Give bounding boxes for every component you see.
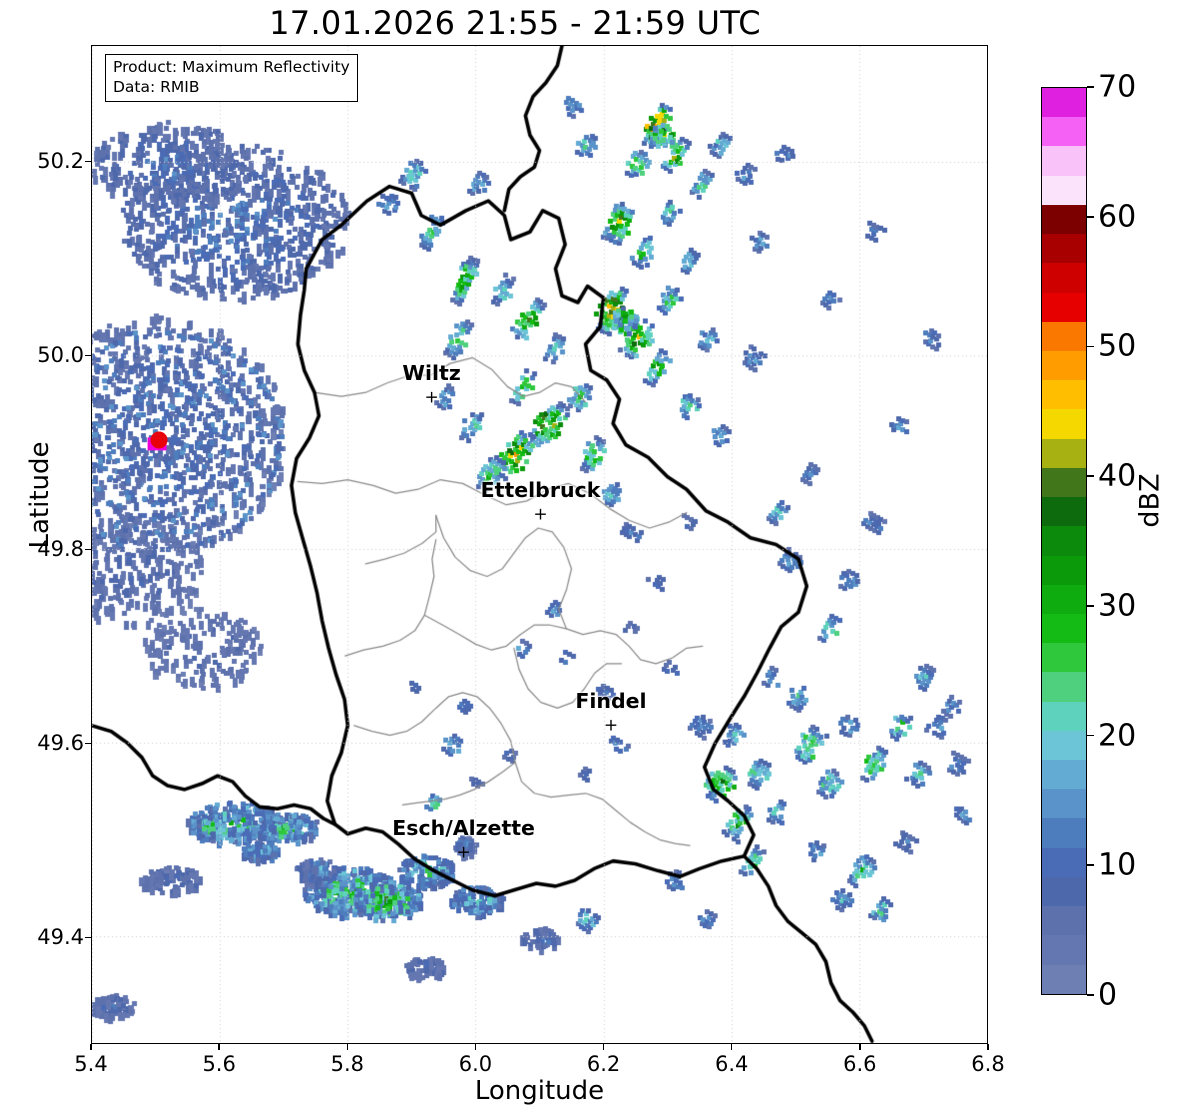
colorbar-segment bbox=[1042, 380, 1086, 410]
colorbar-tick-label: 60 bbox=[1098, 199, 1137, 235]
colorbar-segment bbox=[1042, 204, 1086, 235]
x-tick-label: 6.0 bbox=[458, 1052, 493, 1076]
colorbar bbox=[1041, 87, 1087, 995]
colorbar-segment bbox=[1042, 760, 1086, 790]
colorbar-tick bbox=[1087, 475, 1094, 477]
colorbar-segment bbox=[1042, 350, 1086, 381]
colorbar-segment bbox=[1042, 730, 1086, 761]
colorbar-segment bbox=[1042, 292, 1086, 322]
x-tick-label: 6.8 bbox=[971, 1052, 1005, 1076]
colorbar-segment bbox=[1042, 467, 1086, 498]
colorbar-segment bbox=[1042, 234, 1086, 264]
city-marker-ettelbruck: + bbox=[533, 504, 548, 525]
page-title: 17.01.2026 21:55 - 21:59 UTC bbox=[269, 4, 761, 42]
x-axis-label: Longitude bbox=[474, 1076, 605, 1106]
colorbar-segment bbox=[1042, 263, 1086, 293]
colorbar-tick bbox=[1087, 994, 1094, 996]
y-tick bbox=[85, 936, 91, 938]
x-tick-label: 6.4 bbox=[715, 1052, 749, 1076]
radar-map-plot[interactable]: Product: Maximum Reflectivity Data: RMIB… bbox=[91, 45, 988, 1044]
radar-reflectivity-canvas bbox=[92, 46, 987, 1043]
y-tick bbox=[85, 354, 91, 357]
y-tick-label: 50.2 bbox=[37, 149, 84, 174]
colorbar-segment bbox=[1042, 818, 1086, 848]
colorbar-segment bbox=[1042, 438, 1086, 468]
y-tick-label: 49.4 bbox=[37, 925, 84, 950]
colorbar-segment bbox=[1042, 88, 1086, 118]
colorbar-tick bbox=[1087, 86, 1094, 88]
product-info-box: Product: Maximum Reflectivity Data: RMIB bbox=[105, 54, 358, 103]
colorbar-segment bbox=[1042, 613, 1086, 644]
colorbar-segment bbox=[1042, 906, 1086, 936]
colorbar-tick-label: 50 bbox=[1098, 328, 1137, 364]
city-label-wiltz: Wiltz bbox=[402, 361, 461, 386]
colorbar-segment bbox=[1042, 584, 1086, 614]
colorbar-tick-label: 20 bbox=[1098, 718, 1137, 754]
x-tick bbox=[474, 1044, 477, 1050]
colorbar-segment bbox=[1042, 117, 1086, 147]
colorbar-segment bbox=[1042, 555, 1086, 585]
y-tick-label: 49.6 bbox=[37, 731, 84, 756]
x-tick-label: 6.6 bbox=[843, 1052, 877, 1076]
colorbar-tick-label: 70 bbox=[1098, 69, 1137, 105]
colorbar-tick bbox=[1087, 734, 1094, 737]
colorbar-segment bbox=[1042, 643, 1086, 673]
x-tick bbox=[90, 1044, 92, 1050]
city-marker-esch-alzette: + bbox=[456, 842, 471, 863]
y-tick bbox=[85, 742, 91, 745]
colorbar-tick bbox=[1087, 345, 1094, 348]
colorbar-segment bbox=[1042, 146, 1086, 176]
y-axis-label: Latitude bbox=[25, 441, 55, 549]
colorbar-tick-label: 10 bbox=[1098, 847, 1137, 883]
colorbar-segment bbox=[1042, 409, 1086, 439]
data-source-line: Data: RMIB bbox=[113, 77, 200, 96]
colorbar-segment bbox=[1042, 789, 1086, 819]
colorbar-segment bbox=[1042, 497, 1086, 527]
y-tick-label: 49.8 bbox=[37, 537, 84, 562]
y-tick bbox=[85, 160, 91, 163]
x-tick bbox=[346, 1044, 348, 1050]
x-tick-label: 5.6 bbox=[202, 1052, 236, 1076]
colorbar-segment bbox=[1042, 964, 1086, 994]
x-tick bbox=[987, 1044, 989, 1050]
city-label-esch-alzette: Esch/Alzette bbox=[392, 816, 535, 841]
colorbar-tick bbox=[1087, 864, 1094, 867]
y-tick bbox=[85, 548, 91, 551]
x-tick-label: 6.2 bbox=[586, 1052, 621, 1076]
colorbar-tick bbox=[1087, 605, 1094, 607]
x-tick bbox=[731, 1044, 733, 1050]
colorbar-tick-label: 40 bbox=[1098, 458, 1137, 494]
x-tick bbox=[859, 1044, 861, 1050]
y-tick-label: 50.0 bbox=[37, 343, 84, 368]
colorbar-tick bbox=[1087, 215, 1094, 218]
x-tick bbox=[218, 1044, 220, 1050]
x-tick-label: 5.8 bbox=[330, 1052, 364, 1076]
x-tick-label: 5.4 bbox=[74, 1052, 108, 1076]
colorbar-segment bbox=[1042, 175, 1086, 205]
city-label-ettelbruck: Ettelbruck bbox=[480, 477, 601, 502]
colorbar-segment bbox=[1042, 847, 1086, 877]
colorbar-segment bbox=[1042, 526, 1086, 556]
y-axis-ticks: 49.4 49.6 49.8 50.0 50.2 bbox=[0, 0, 84, 1117]
colorbar-segment bbox=[1042, 672, 1086, 702]
colorbar-segment bbox=[1042, 321, 1086, 351]
colorbar-segment bbox=[1042, 701, 1086, 731]
colorbar-tick-label: 0 bbox=[1098, 977, 1118, 1013]
product-line: Product: Maximum Reflectivity bbox=[113, 58, 350, 76]
radar-site-marker[interactable] bbox=[150, 431, 168, 449]
city-marker-findel: + bbox=[603, 715, 619, 736]
colorbar-tick-label: 30 bbox=[1098, 588, 1137, 624]
city-marker-wiltz: + bbox=[424, 387, 439, 408]
colorbar-segment bbox=[1042, 876, 1086, 907]
colorbar-label: dBZ bbox=[1134, 473, 1166, 528]
city-label-findel: Findel bbox=[575, 689, 647, 714]
x-tick bbox=[602, 1044, 605, 1050]
colorbar-segment bbox=[1042, 935, 1086, 965]
